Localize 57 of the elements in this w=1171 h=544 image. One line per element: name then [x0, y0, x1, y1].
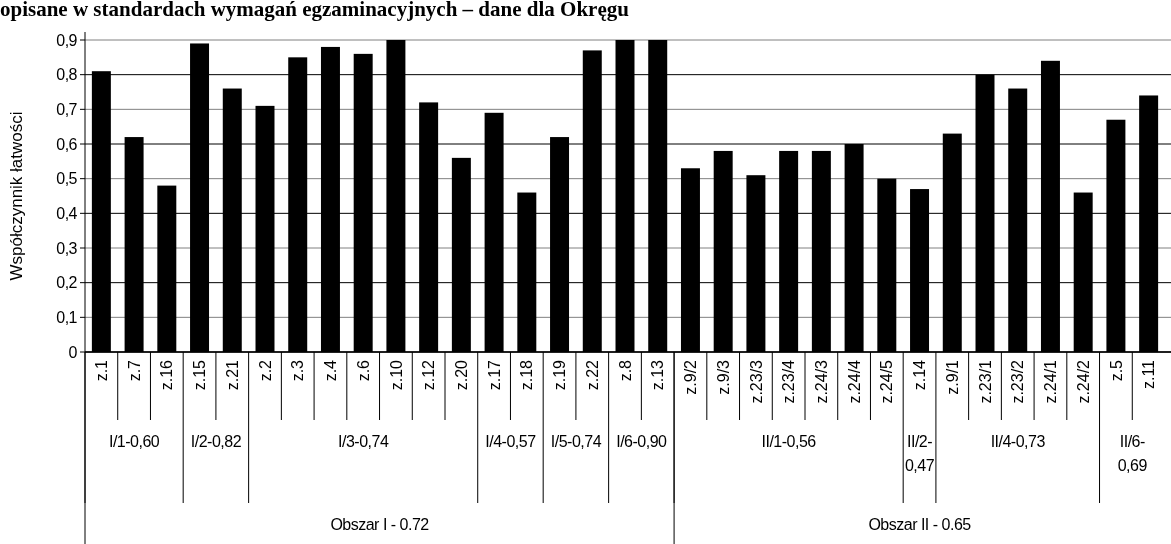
text: II/4-0,73 [990, 433, 1046, 450]
x-tick-label: z.23/2 [1009, 359, 1027, 404]
text: Obszar II - 0.65 [868, 516, 972, 533]
x-tick-label: z.17 [485, 359, 503, 391]
y-tick-label: 0,3 [56, 239, 78, 257]
x-tick-label: z.15 [191, 359, 209, 391]
x-tick-label: z.24/3 [812, 359, 830, 404]
y-tick-label: 0,8 [56, 66, 78, 84]
x-tick-label: z.19 [551, 359, 569, 391]
x-tick-label: z.11 [1140, 359, 1158, 390]
x-tick-label: z.9/2 [682, 359, 700, 395]
x-tick-label: z.22 [583, 359, 601, 391]
x-tick-label: z.5 [1107, 359, 1125, 382]
y-tick-label: 0,1 [56, 308, 78, 326]
y-tick-label: 0,7 [56, 100, 78, 118]
x-tick-label: z.23/1 [976, 359, 994, 404]
x-tick-label: z.6 [354, 359, 372, 382]
x-tick-label: z.23/3 [747, 359, 765, 404]
y-tick-label: 0 [68, 343, 78, 361]
x-tick-label: z.1 [92, 359, 110, 382]
y-axis-title: Współczynnik łatwości [7, 111, 26, 281]
x-tick-label: z.14 [911, 359, 929, 391]
text: I/5-0,74 [550, 433, 602, 450]
x-tick-label: z.2 [256, 359, 274, 382]
x-tick-label: z.9/3 [714, 359, 732, 395]
x-tick-label: z.18 [518, 359, 536, 391]
x-tick-label: z.20 [452, 359, 470, 391]
y-tick-label: 0,5 [56, 170, 78, 188]
text: II/2-0,47 [904, 433, 935, 474]
text: I/4-0,57 [485, 433, 537, 450]
x-tick-label: z.24/1 [1042, 359, 1060, 404]
x-tick-label: z.16 [158, 359, 176, 391]
x-tick-label: z.23/4 [780, 359, 798, 404]
chart-title: opisane w standardach wymagań egzaminacyjnych – dane dla Okręgu [0, 0, 630, 21]
y-tick-label: 0,4 [56, 204, 78, 222]
text: Obszar I - 0.72 [330, 516, 430, 533]
x-tick-label: z.24/2 [1074, 359, 1092, 404]
text: I/2-0,82 [190, 433, 242, 450]
text: I/6-0,90 [616, 433, 668, 450]
y-tick-label: 0,6 [56, 135, 78, 153]
x-tick-label: z.8 [616, 359, 634, 382]
x-tick-label: z.24/5 [878, 359, 896, 404]
x-tick-label: z.13 [649, 359, 667, 391]
x-tick-label: z.7 [125, 359, 143, 382]
x-tick-label: z.4 [322, 359, 340, 382]
text: I/3-0,74 [338, 433, 389, 450]
text: II/1-0,56 [761, 433, 817, 450]
y-tick-label: 0,9 [56, 31, 78, 49]
x-tick-label: z.12 [420, 359, 438, 391]
x-tick-label: z.9/1 [943, 359, 961, 395]
y-tick-label: 0,2 [56, 274, 78, 292]
x-tick-label: z.24/4 [845, 359, 863, 404]
x-tick-label: z.3 [289, 359, 307, 382]
x-tick-label: z.10 [387, 359, 405, 391]
x-tick-label: z.21 [223, 359, 241, 391]
text: I/1-0,60 [108, 433, 160, 450]
text: II/6-0,69 [1117, 433, 1148, 474]
